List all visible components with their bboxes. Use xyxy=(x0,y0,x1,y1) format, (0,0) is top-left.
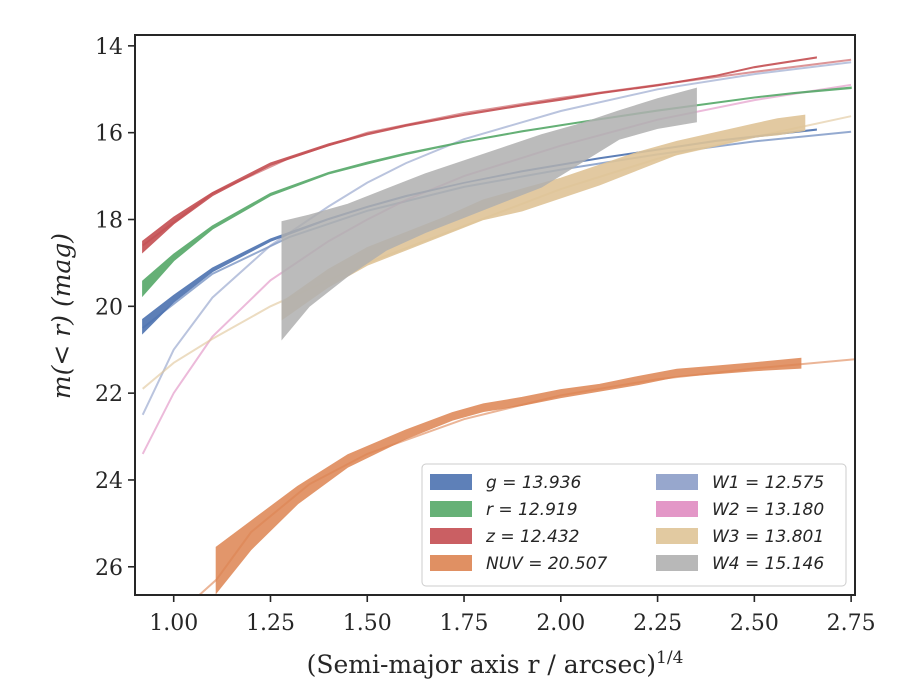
series-z-band xyxy=(142,56,817,254)
legend-swatch-z xyxy=(430,528,472,544)
y-tick-label: 22 xyxy=(95,382,123,407)
legend-label-nuv: NUV = 20.507 xyxy=(486,554,608,574)
y-tick-label: 14 xyxy=(95,35,123,60)
x-tick-label: 2.75 xyxy=(827,611,876,636)
plot-area xyxy=(141,56,855,595)
x-tick-label: 2.50 xyxy=(730,611,779,636)
plot-frame xyxy=(134,34,856,596)
y-tick-label: 18 xyxy=(95,208,123,233)
series-w1-model-curve xyxy=(141,61,852,416)
legend-swatch-w1 xyxy=(656,474,698,490)
y-tick-label: 20 xyxy=(95,295,123,320)
legend-swatch-r xyxy=(430,501,472,517)
legend-swatch-nuv xyxy=(430,555,472,571)
legend-label-r: r = 12.919 xyxy=(486,500,578,520)
x-tick-label: 1.50 xyxy=(343,611,392,636)
x-axis-label: (Semi-major axis r / arcsec)1/4 xyxy=(307,648,684,679)
legend-label-w4: W4 = 15.146 xyxy=(712,554,824,574)
x-axis-label-text: (Semi-major axis r / arcsec) xyxy=(307,650,656,679)
y-axis-label: m(< r) (mag) xyxy=(47,233,76,399)
series-w4-band xyxy=(281,87,697,341)
legend-swatch-w4 xyxy=(656,555,698,571)
legend-swatch-w2 xyxy=(656,501,698,517)
x-tick-label: 1.00 xyxy=(149,611,198,636)
legend-label-w2: W2 = 13.180 xyxy=(712,500,824,520)
legend-label-w1: W1 = 12.575 xyxy=(712,473,824,493)
legend-swatch-w3 xyxy=(656,528,698,544)
legend: g = 13.936 r = 12.919 z = 12.432 NUV = 20.5… xyxy=(421,463,847,587)
series-nuv-band xyxy=(215,357,802,595)
x-tick-label: 1.25 xyxy=(246,611,295,636)
y-tick-label: 24 xyxy=(95,469,123,494)
series-w2-model-curve xyxy=(141,83,852,455)
legend-label-w3: W3 = 13.801 xyxy=(712,527,824,547)
legend-label-z: z = 12.432 xyxy=(485,527,579,547)
legend-label-g: g = 13.936 xyxy=(486,473,582,493)
x-tick-label: 2.25 xyxy=(633,611,682,636)
axes: 1.00 1.25 1.50 1.75 2.00 2.25 2.50 2.75 14 16 18 20… xyxy=(95,34,876,636)
y-tick-label: 16 xyxy=(95,122,123,147)
legend-box xyxy=(421,463,847,587)
series-r-band xyxy=(142,86,852,298)
x-tick-label: 2.00 xyxy=(536,611,585,636)
y-tick-label: 26 xyxy=(95,556,123,581)
x-axis-label-superscript: 1/4 xyxy=(656,648,683,668)
x-tick-label: 1.75 xyxy=(440,611,489,636)
legend-swatch-g xyxy=(430,474,472,490)
